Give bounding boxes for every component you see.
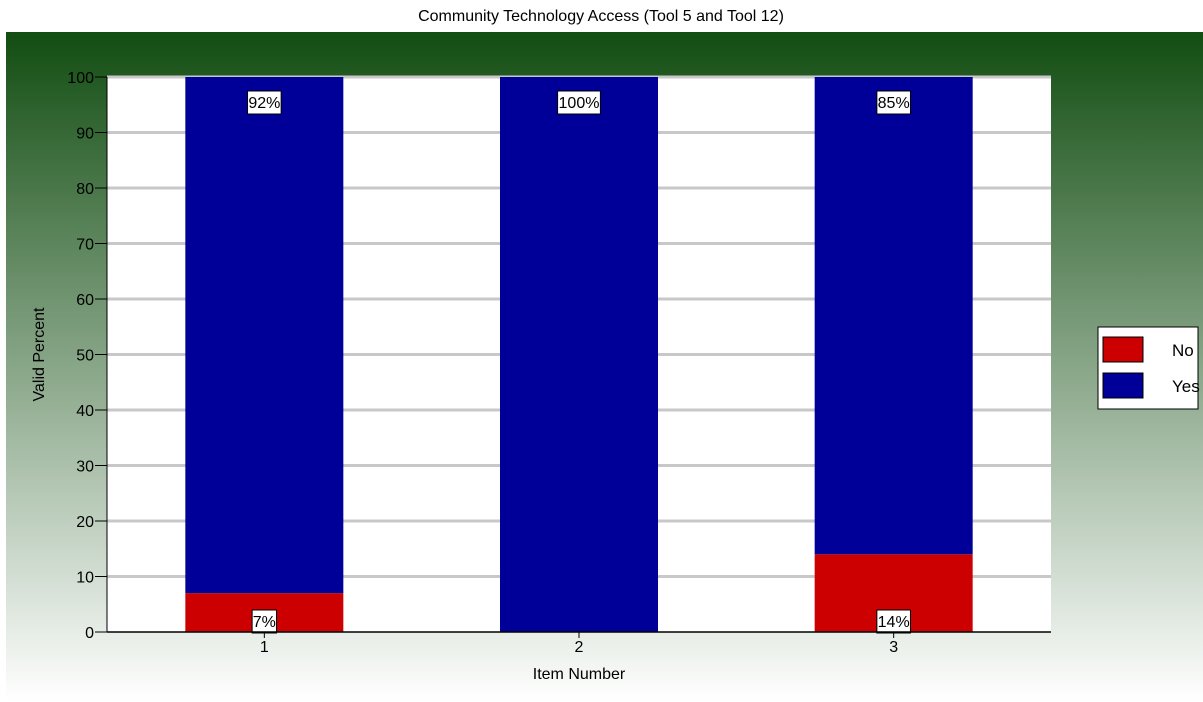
data-label-text: 85%	[878, 95, 910, 112]
chart-title: Community Technology Access (Tool 5 and …	[418, 8, 784, 25]
plot-area: 7% 92% 100% 14% 85% 0 10 20 30 40 50 60 70 80 90 100 1 2 3…	[31, 70, 1051, 683]
y-tick-label: 40	[76, 403, 94, 420]
x-tick-label: 2	[575, 639, 584, 656]
y-axis-title: Valid Percent	[31, 307, 48, 402]
y-tick-label: 0	[85, 625, 94, 642]
data-label-text: 14%	[878, 614, 910, 631]
data-label-no-1: 7%	[251, 609, 278, 634]
data-label-box	[876, 90, 911, 115]
legend-label-yes: Yes	[1172, 377, 1200, 396]
legend-label-no: No	[1172, 341, 1194, 360]
y-tick-label: 60	[76, 292, 94, 309]
y-tick-label: 100	[67, 70, 94, 87]
bar-yes-3	[814, 77, 973, 555]
x-axis-title: Item Number	[533, 666, 626, 683]
bar-yes-1	[185, 77, 344, 594]
data-label-text: 92%	[248, 95, 280, 112]
y-tick-label: 10	[76, 570, 94, 587]
bar-yes-2	[500, 77, 658, 632]
data-label-text: 100%	[559, 95, 600, 112]
data-label-yes-1: 92%	[247, 90, 282, 115]
data-label-yes-3: 85%	[876, 90, 911, 115]
y-tick-label: 30	[76, 459, 94, 476]
legend: No Yes	[1097, 326, 1200, 410]
legend-swatch-no	[1102, 336, 1144, 363]
y-tick-label: 20	[76, 514, 94, 531]
y-tick-label: 90	[76, 126, 94, 143]
y-tick-label: 80	[76, 181, 94, 198]
y-tick-label: 70	[76, 237, 94, 254]
data-label-yes-2: 100%	[557, 90, 601, 115]
data-label-text: 7%	[253, 614, 276, 631]
data-label-box	[247, 90, 282, 115]
x-tick-label: 3	[889, 639, 898, 656]
x-tick-label: 1	[260, 639, 269, 656]
data-label-no-3: 14%	[876, 609, 911, 634]
legend-swatch-yes	[1102, 372, 1144, 399]
y-tick-label: 50	[76, 348, 94, 365]
data-label-box	[557, 90, 601, 115]
